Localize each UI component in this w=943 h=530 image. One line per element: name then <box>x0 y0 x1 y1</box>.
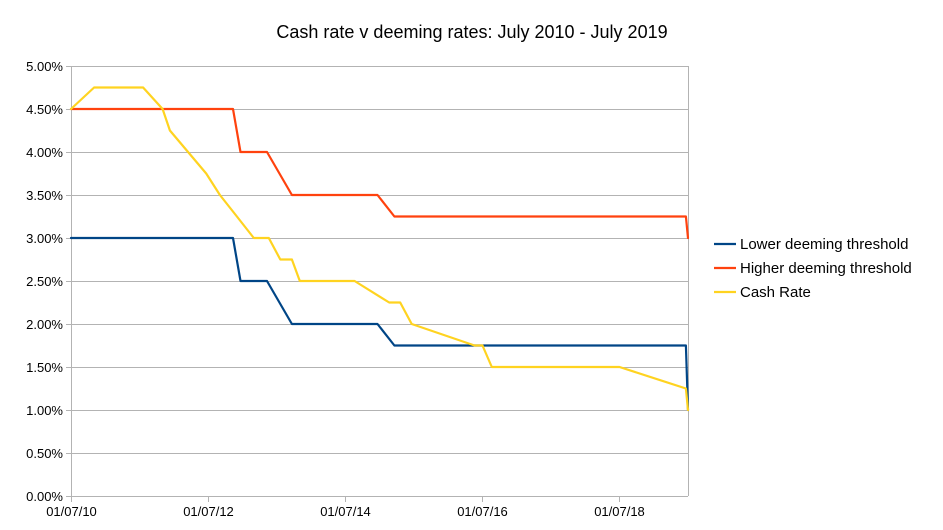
y-tick-label: 1.00% <box>26 403 63 418</box>
legend-label-higher-deeming-threshold: Higher deeming threshold <box>740 260 912 277</box>
y-tick-label: 3.50% <box>26 188 63 203</box>
y-tick-label: 0.50% <box>26 446 63 461</box>
series-line-lower-deeming-threshold <box>69 236 690 412</box>
y-tick-label: 2.50% <box>26 274 63 289</box>
y-tick-label: 1.50% <box>26 360 63 375</box>
y-tick-label: 0.00% <box>26 489 63 504</box>
y-tick-label: 5.00% <box>26 59 63 74</box>
x-tick-label: 01/07/10 <box>46 504 97 519</box>
x-tick-label: 01/07/12 <box>183 504 234 519</box>
y-tick-label: 4.50% <box>26 102 63 117</box>
series-line-higher-deeming-threshold <box>69 107 690 240</box>
y-tick-label: 2.00% <box>26 317 63 332</box>
x-tick-label: 01/07/18 <box>594 504 645 519</box>
axis-layer: 0.00% 0.50% 1.00% 1.50% 2.00% 2.50% 3.00% 3.50%… <box>26 59 689 519</box>
legend: Lower deeming threshold Higher deeming th… <box>714 236 912 301</box>
series-layer <box>69 86 690 412</box>
series-line-cash-rate <box>69 86 690 412</box>
y-tick-label: 4.00% <box>26 145 63 160</box>
y-tick-label: 3.00% <box>26 231 63 246</box>
x-tick-label: 01/07/14 <box>320 504 371 519</box>
chart-title: Cash rate v deeming rates: July 2010 - J… <box>276 22 667 42</box>
legend-label-lower-deeming-threshold: Lower deeming threshold <box>740 236 908 253</box>
grid-layer <box>71 66 688 497</box>
x-tick-label: 01/07/16 <box>457 504 508 519</box>
legend-label-cash-rate: Cash Rate <box>740 284 811 301</box>
